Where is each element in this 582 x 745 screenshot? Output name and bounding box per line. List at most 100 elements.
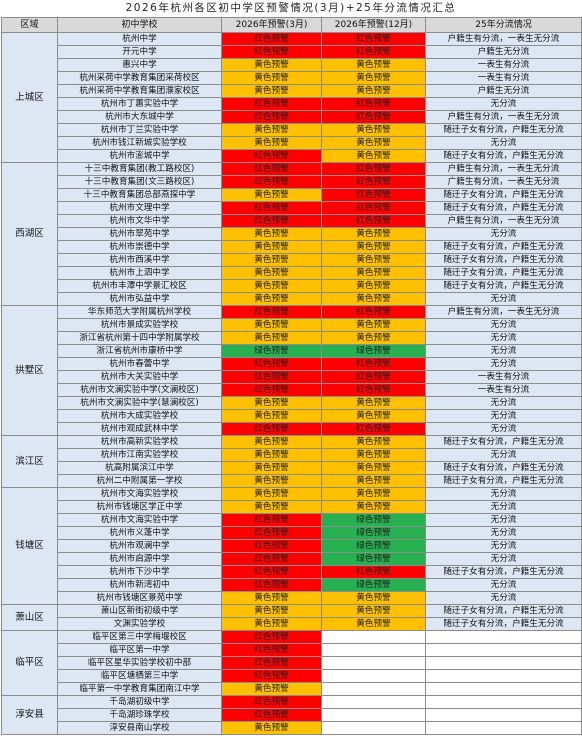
school-name-cell[interactable]: 杭州市下沙中学: [57, 565, 222, 579]
school-name-cell[interactable]: 杭州市崇德中学: [57, 240, 222, 254]
school-name-cell[interactable]: 惠兴中学: [57, 58, 222, 72]
header-school[interactable]: 初中学校: [57, 17, 222, 33]
march-warning-cell[interactable]: 红色预警: [221, 552, 322, 566]
school-name-cell[interactable]: 杭州市钱塘区景苑中学: [57, 591, 222, 605]
december-warning-cell[interactable]: 黄色预警: [321, 123, 426, 137]
diversion-cell[interactable]: 随迁子女有分流，户籍生无分流: [425, 201, 582, 215]
school-name-cell[interactable]: 杭州市弘益中学: [57, 292, 222, 306]
december-warning-cell[interactable]: 黄色预警: [321, 604, 426, 618]
diversion-cell[interactable]: 随迁子女有分流，户籍生无分流: [425, 461, 582, 475]
diversion-cell[interactable]: 随迁子女有分流，户籍生无分流: [425, 253, 582, 267]
december-warning-cell[interactable]: 黄色预警: [321, 71, 426, 85]
december-warning-cell[interactable]: 黄色预警: [321, 461, 426, 475]
december-warning-cell[interactable]: 黄色预警: [321, 409, 426, 423]
december-warning-cell[interactable]: 黄色预警: [321, 591, 426, 605]
diversion-cell[interactable]: 无分流: [425, 344, 582, 358]
region-cell[interactable]: 临平区: [1, 630, 58, 696]
school-name-cell[interactable]: 杭州市文澜实验中学(文澜校区): [57, 383, 222, 397]
school-name-cell[interactable]: 杭州市文华中学: [57, 214, 222, 228]
march-warning-cell[interactable]: 红色预警: [221, 643, 322, 657]
march-warning-cell[interactable]: 红色预警: [221, 539, 322, 553]
school-name-cell[interactable]: 开元中学: [57, 45, 222, 59]
diversion-cell[interactable]: 随迁子女有分流，户籍生无分流: [425, 188, 582, 202]
diversion-cell[interactable]: 无分流: [425, 292, 582, 306]
diversion-cell[interactable]: 无分流: [425, 526, 582, 540]
diversion-cell[interactable]: 户籍生有分流，一表生无分流: [425, 110, 582, 124]
school-name-cell[interactable]: 杭州中学: [57, 32, 222, 46]
school-name-cell[interactable]: 杭州市观成武林中学: [57, 422, 222, 436]
region-cell[interactable]: 西湖区: [1, 162, 58, 306]
school-name-cell[interactable]: 杭州市丰潭中学景汇校区: [57, 279, 222, 293]
march-warning-cell[interactable]: 黄色预警: [221, 253, 322, 267]
march-warning-cell[interactable]: 黄色预警: [221, 58, 322, 72]
december-warning-cell[interactable]: 绿色预警: [321, 513, 426, 527]
school-name-cell[interactable]: 杭州市澎城中学: [57, 149, 222, 163]
march-warning-cell[interactable]: 黄色预警: [221, 136, 322, 150]
december-warning-cell[interactable]: 绿色预警: [321, 539, 426, 553]
december-warning-cell[interactable]: 黄色预警: [321, 136, 426, 150]
header-diversion[interactable]: 25年分流情况: [425, 17, 582, 33]
december-warning-cell[interactable]: 黄色预警: [321, 84, 426, 98]
december-warning-cell[interactable]: 红色预警: [321, 110, 426, 124]
diversion-cell[interactable]: [425, 708, 582, 722]
december-warning-cell[interactable]: 红色预警: [321, 162, 426, 176]
diversion-cell[interactable]: 无分流: [425, 422, 582, 436]
march-warning-cell[interactable]: 黄色预警: [221, 188, 322, 202]
march-warning-cell[interactable]: 黄色预警: [221, 435, 322, 449]
diversion-cell[interactable]: [425, 721, 582, 735]
december-warning-cell[interactable]: 红色预警: [321, 188, 426, 202]
school-name-cell[interactable]: 杭州市丁蕙实验中学: [57, 97, 222, 111]
school-name-cell[interactable]: 杭州市钱塘区学正中学: [57, 500, 222, 514]
march-warning-cell[interactable]: 黄色预警: [221, 721, 322, 735]
header-region[interactable]: 区域: [1, 17, 58, 33]
march-warning-cell[interactable]: 红色预警: [221, 370, 322, 384]
december-warning-cell[interactable]: 黄色预警: [321, 617, 426, 631]
school-name-cell[interactable]: 临平第一中学教育集团南江中学: [57, 682, 222, 696]
december-warning-cell[interactable]: 黄色预警: [321, 253, 426, 267]
march-warning-cell[interactable]: 黄色预警: [221, 591, 322, 605]
march-warning-cell[interactable]: 黄色预警: [221, 500, 322, 514]
school-name-cell[interactable]: 杭州市翠苑中学: [57, 227, 222, 241]
march-warning-cell[interactable]: 黄色预警: [221, 396, 322, 410]
december-warning-cell[interactable]: [321, 721, 426, 735]
december-warning-cell[interactable]: 红色预警: [321, 45, 426, 59]
december-warning-cell[interactable]: [321, 695, 426, 709]
school-name-cell[interactable]: 杭高附属滨江中学: [57, 461, 222, 475]
march-warning-cell[interactable]: 黄色预警: [221, 448, 322, 462]
march-warning-cell[interactable]: 黄色预警: [221, 84, 322, 98]
diversion-cell[interactable]: 无分流: [425, 318, 582, 332]
diversion-cell[interactable]: 无分流: [425, 448, 582, 462]
school-name-cell[interactable]: 杭州市义蓬中学: [57, 526, 222, 540]
diversion-cell[interactable]: 无分流: [425, 500, 582, 514]
march-warning-cell[interactable]: 黄色预警: [221, 292, 322, 306]
march-warning-cell[interactable]: 红色预警: [221, 201, 322, 215]
march-warning-cell[interactable]: 红色预警: [221, 656, 322, 670]
december-warning-cell[interactable]: [321, 630, 426, 644]
diversion-cell[interactable]: 无分流: [425, 591, 582, 605]
december-warning-cell[interactable]: [321, 643, 426, 657]
diversion-cell[interactable]: [425, 630, 582, 644]
diversion-cell[interactable]: 随迁子女有分流，户籍生无分流: [425, 565, 582, 579]
december-warning-cell[interactable]: 红色预警: [321, 214, 426, 228]
december-warning-cell[interactable]: 黄色预警: [321, 474, 426, 488]
december-warning-cell[interactable]: 绿色预警: [321, 578, 426, 592]
school-name-cell[interactable]: 杭州市观澜中学: [57, 539, 222, 553]
school-name-cell[interactable]: 杭州市新湾初中: [57, 578, 222, 592]
december-warning-cell[interactable]: 黄色预警: [321, 240, 426, 254]
diversion-cell[interactable]: 无分流: [425, 227, 582, 241]
school-name-cell[interactable]: 杭州市西溪中学: [57, 253, 222, 267]
school-name-cell[interactable]: 萧山区新街初级中学: [57, 604, 222, 618]
diversion-cell[interactable]: 无分流: [425, 539, 582, 553]
december-warning-cell[interactable]: 黄色预警: [321, 318, 426, 332]
december-warning-cell[interactable]: 红色预警: [321, 175, 426, 189]
diversion-cell[interactable]: 户籍生有分流，一表生无分流: [425, 32, 582, 46]
region-cell[interactable]: 淳安县: [1, 695, 58, 735]
december-warning-cell[interactable]: 红色预警: [321, 32, 426, 46]
region-cell[interactable]: 萧山区: [1, 604, 58, 631]
diversion-cell[interactable]: 户籍生有分流，一表生无分流: [425, 214, 582, 228]
school-name-cell[interactable]: 杭州二中附属第一学校: [57, 474, 222, 488]
december-warning-cell[interactable]: 黄色预警: [321, 292, 426, 306]
december-warning-cell[interactable]: 黄色预警: [321, 279, 426, 293]
diversion-cell[interactable]: 随迁子女有分流，户籍生无分流: [425, 617, 582, 631]
december-warning-cell[interactable]: 绿色预警: [321, 552, 426, 566]
